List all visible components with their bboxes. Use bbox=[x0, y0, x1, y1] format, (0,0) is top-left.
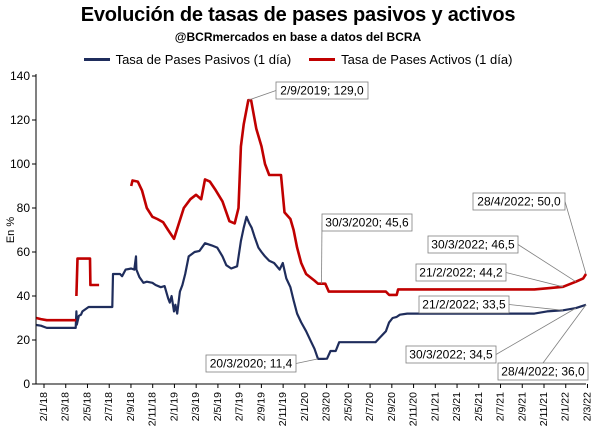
legend-label-pasivos: Tasa de Pases Pasivos (1 día) bbox=[115, 52, 292, 67]
annotation-leader bbox=[248, 90, 277, 101]
y-tick-label: 20 bbox=[17, 333, 31, 347]
x-tick-label: 2/9/21 bbox=[516, 392, 528, 421]
annotation-box bbox=[472, 192, 566, 211]
annotation-label: 21/2/2022; 33,5 bbox=[422, 298, 506, 312]
y-tick-label: 40 bbox=[17, 289, 31, 303]
annotation-label: 30/3/2020; 45,6 bbox=[325, 216, 409, 230]
legend: Tasa de Pases Pasivos (1 día) Tasa de Pa… bbox=[0, 52, 596, 67]
annotation-box bbox=[275, 81, 369, 100]
x-tick-label: 2/9/20 bbox=[386, 392, 398, 421]
x-tick-label: 2/1/18 bbox=[38, 392, 50, 421]
annotation-label: 30/3/2022; 46,5 bbox=[431, 238, 515, 252]
x-tick-label: 2/3/21 bbox=[451, 392, 463, 421]
x-tick-label: 2/11/20 bbox=[408, 392, 420, 426]
x-tick-label: 2/9/19 bbox=[255, 392, 267, 421]
x-tick-label: 2/5/21 bbox=[473, 392, 485, 421]
x-tick-label: 2/5/18 bbox=[81, 392, 93, 421]
x-tick-label: 2/1/20 bbox=[299, 392, 311, 421]
series-line-pasivos-0 bbox=[36, 215, 587, 360]
annotation-box bbox=[205, 354, 297, 373]
x-tick-label: 2/7/20 bbox=[364, 392, 376, 421]
annotation-label: 20/3/2020; 11,4 bbox=[210, 357, 293, 371]
annotation-label: 28/4/2022; 36,0 bbox=[501, 365, 585, 379]
annotation-leader bbox=[295, 358, 319, 364]
legend-swatch-activos bbox=[309, 58, 336, 61]
x-tick-label: 2/11/21 bbox=[538, 392, 550, 426]
y-axis-label: En % bbox=[5, 217, 17, 244]
x-tick-label: 2/5/19 bbox=[212, 392, 224, 421]
x-tick-label: 2/3/22 bbox=[581, 392, 593, 421]
x-tick-label: 2/1/22 bbox=[560, 392, 572, 421]
x-tick-label: 2/1/21 bbox=[429, 392, 441, 421]
series-line-activos-1 bbox=[75, 257, 100, 297]
annotation-label: 21/2/2022; 44,2 bbox=[419, 266, 503, 280]
chart-subtitle: @BCRmercados en base a datos del BCRA bbox=[174, 30, 422, 44]
annotation-box bbox=[497, 362, 589, 381]
x-tick-label: 2/7/18 bbox=[103, 392, 115, 421]
annotation-box bbox=[427, 235, 519, 254]
legend-item-activos: Tasa de Pases Activos (1 día) bbox=[309, 52, 512, 67]
series-line-activos-0 bbox=[35, 316, 77, 322]
x-tick-label: 2/11/19 bbox=[277, 392, 289, 426]
x-tick-label: 2/9/18 bbox=[125, 392, 137, 421]
y-tick-label: 0 bbox=[23, 377, 30, 391]
annotation-box bbox=[415, 263, 507, 282]
y-tick-label: 80 bbox=[17, 201, 31, 215]
legend-swatch-pasivos bbox=[83, 58, 110, 61]
annotation-leader bbox=[517, 244, 577, 283]
legend-item-pasivos: Tasa de Pases Pasivos (1 día) bbox=[83, 52, 292, 67]
annotation-label: 28/4/2022; 50,0 bbox=[477, 195, 561, 209]
annotation-label: 2/9/2019; 129,0 bbox=[280, 84, 364, 98]
x-tick-label: 2/11/18 bbox=[147, 392, 159, 426]
y-tick-label: 100 bbox=[10, 157, 30, 171]
x-tick-label: 2/7/19 bbox=[234, 392, 246, 421]
y-tick-label: 120 bbox=[10, 113, 30, 127]
x-tick-label: 2/3/18 bbox=[60, 392, 72, 421]
y-tick-label: 60 bbox=[17, 245, 31, 259]
annotation-leader bbox=[321, 222, 323, 284]
annotation-leader bbox=[542, 304, 587, 364]
annotation-box bbox=[321, 213, 413, 232]
annotation-leader bbox=[564, 201, 587, 275]
chart-title: Evolución de tasas de pases pasivos y ac… bbox=[80, 4, 516, 26]
annotation-box bbox=[405, 345, 497, 364]
y-tick-label: 140 bbox=[10, 69, 30, 83]
x-tick-label: 2/1/19 bbox=[168, 392, 180, 421]
x-tick-label: 2/5/20 bbox=[342, 392, 354, 421]
x-tick-label: 2/3/19 bbox=[190, 392, 202, 421]
annotation-box bbox=[418, 295, 510, 314]
series-line-activos-2 bbox=[129, 98, 588, 297]
annotation-leader bbox=[495, 307, 577, 355]
annotation-leader bbox=[508, 304, 564, 311]
annotation-leader bbox=[505, 272, 564, 288]
x-tick-label: 2/7/21 bbox=[495, 392, 507, 421]
legend-label-activos: Tasa de Pases Activos (1 día) bbox=[341, 52, 513, 67]
annotation-label: 30/3/2022; 34,5 bbox=[409, 348, 493, 362]
x-tick-label: 2/3/20 bbox=[321, 392, 333, 421]
